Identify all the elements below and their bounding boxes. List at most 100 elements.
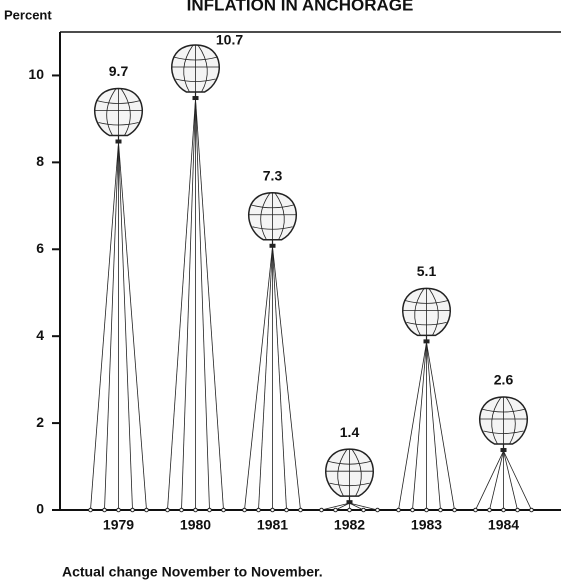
anchor bbox=[333, 507, 338, 513]
anchor bbox=[207, 507, 212, 513]
anchor bbox=[347, 507, 352, 513]
x-tick-label: 1980 bbox=[180, 517, 211, 533]
rope bbox=[90, 142, 119, 511]
anchor bbox=[130, 507, 135, 513]
ring bbox=[327, 460, 372, 487]
rope bbox=[195, 99, 224, 511]
balloon bbox=[473, 396, 534, 513]
x-tick-label: 1982 bbox=[334, 517, 365, 533]
rope bbox=[412, 342, 427, 511]
basket bbox=[423, 339, 430, 344]
y-tick-label: 10 bbox=[28, 66, 44, 82]
value-label: 5.1 bbox=[417, 263, 437, 279]
rope bbox=[167, 99, 196, 511]
anchor bbox=[179, 507, 184, 513]
stripe bbox=[337, 448, 348, 497]
rope bbox=[104, 142, 119, 511]
stripe bbox=[106, 88, 117, 136]
anchor bbox=[116, 507, 121, 513]
rope bbox=[118, 142, 133, 511]
rope bbox=[258, 246, 273, 511]
basket bbox=[269, 243, 276, 248]
x-tick-label: 1981 bbox=[257, 517, 288, 533]
rope bbox=[503, 450, 518, 511]
anchor bbox=[88, 507, 93, 513]
rope bbox=[335, 502, 350, 511]
anchor bbox=[298, 507, 303, 513]
ring bbox=[96, 100, 141, 126]
rope bbox=[349, 502, 364, 511]
balloon bbox=[88, 87, 149, 513]
rope bbox=[503, 450, 532, 511]
y-tick-label: 6 bbox=[36, 240, 44, 256]
anchor bbox=[438, 507, 443, 513]
stripe bbox=[351, 448, 362, 497]
rope bbox=[398, 342, 427, 511]
chart-title: INFLATION IN ANCHORAGE bbox=[187, 0, 414, 14]
anchor bbox=[410, 507, 415, 513]
balloon bbox=[165, 44, 226, 513]
value-label: 9.7 bbox=[109, 63, 129, 79]
anchor bbox=[319, 507, 324, 513]
anchor bbox=[375, 507, 380, 513]
rope bbox=[426, 342, 441, 511]
value-label: 2.6 bbox=[494, 372, 514, 388]
ring bbox=[250, 204, 295, 230]
rope bbox=[195, 99, 210, 511]
ring bbox=[404, 299, 449, 326]
stripe bbox=[491, 396, 502, 445]
x-tick-label: 1984 bbox=[488, 517, 519, 533]
anchor bbox=[501, 507, 506, 513]
y-tick-label: 8 bbox=[36, 153, 44, 169]
rope bbox=[426, 342, 455, 511]
anchor bbox=[284, 507, 289, 513]
anchor bbox=[221, 507, 226, 513]
stripe bbox=[197, 44, 208, 93]
stripe bbox=[428, 288, 439, 336]
anchor bbox=[396, 507, 401, 513]
anchor bbox=[270, 507, 275, 513]
stripe bbox=[274, 192, 285, 240]
basket bbox=[500, 448, 507, 453]
anchor bbox=[102, 507, 107, 513]
value-label: 1.4 bbox=[340, 424, 360, 440]
ring bbox=[481, 408, 526, 434]
basket bbox=[115, 139, 122, 144]
balloon bbox=[242, 192, 303, 513]
rope bbox=[349, 502, 378, 511]
value-label: 7.3 bbox=[263, 167, 283, 183]
anchor bbox=[144, 507, 149, 513]
balloon bbox=[396, 287, 457, 513]
anchor bbox=[473, 507, 478, 513]
y-tick-label: 2 bbox=[36, 414, 44, 430]
rope bbox=[475, 450, 504, 511]
balloon bbox=[319, 448, 380, 513]
y-axis-label: Percent bbox=[4, 7, 52, 22]
ring bbox=[173, 56, 218, 82]
rope bbox=[118, 142, 147, 511]
rope bbox=[244, 246, 273, 511]
anchor bbox=[193, 507, 198, 513]
anchor bbox=[242, 507, 247, 513]
basket bbox=[346, 500, 353, 505]
anchor bbox=[424, 507, 429, 513]
anchor bbox=[529, 507, 534, 513]
rope bbox=[272, 246, 301, 511]
stripe bbox=[183, 44, 194, 93]
stripe bbox=[505, 396, 516, 445]
rope bbox=[489, 450, 504, 511]
value-label: 10.7 bbox=[216, 32, 243, 48]
anchor bbox=[515, 507, 520, 513]
stripe bbox=[120, 88, 131, 136]
stripe bbox=[260, 192, 271, 240]
footnote: Actual change November to November. bbox=[62, 564, 323, 580]
rope bbox=[181, 99, 196, 511]
anchor bbox=[487, 507, 492, 513]
y-tick-label: 4 bbox=[36, 327, 44, 343]
anchor bbox=[361, 507, 366, 513]
anchor bbox=[256, 507, 261, 513]
rope bbox=[321, 502, 350, 511]
x-tick-label: 1983 bbox=[411, 517, 442, 533]
